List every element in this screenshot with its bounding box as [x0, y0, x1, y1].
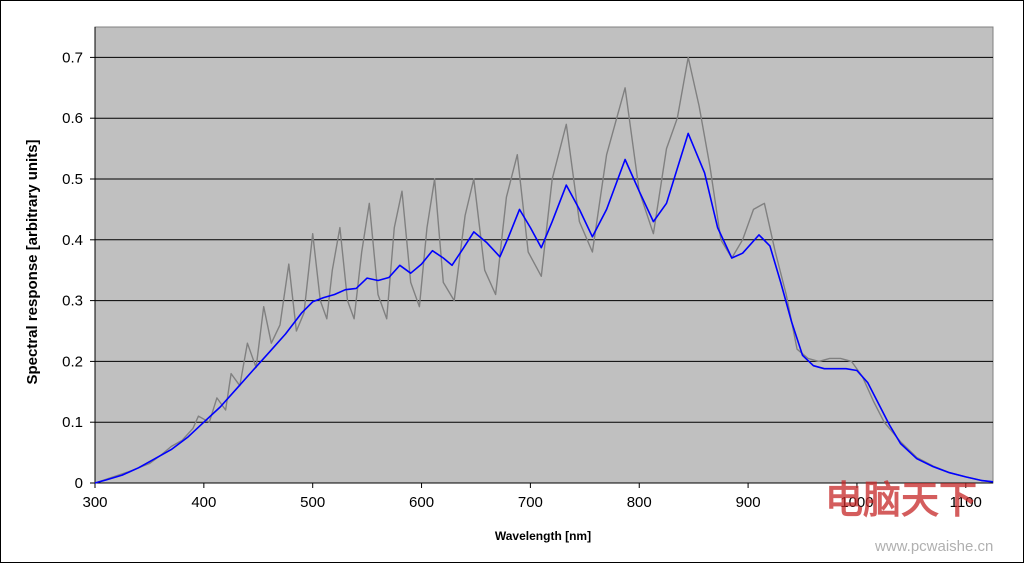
x-tick-label: 1000 [840, 494, 873, 511]
x-tick-label: 900 [736, 494, 761, 511]
x-tick-label: 600 [409, 494, 434, 511]
x-tick-label: 400 [191, 494, 216, 511]
y-axis-ticks: 0 0.1 0.2 0.3 0.4 0.5 0.6 0.7 [62, 27, 96, 492]
y-tick-label: 0 [75, 475, 83, 492]
series-line-blue [94, 132, 994, 484]
y-tick-label: 0.5 [62, 171, 83, 188]
y-tick-label: 0.3 [62, 293, 83, 310]
y-axis-title: Spectral response [arbitrary units] [24, 139, 41, 384]
x-tick-label: 700 [518, 494, 543, 511]
series-line-gray [94, 56, 994, 484]
watermark-url: www.pcwaishe.cn [874, 538, 993, 555]
x-tick-label: 1100 [950, 494, 982, 511]
y-tick-label: 0.2 [62, 353, 83, 370]
x-tick-label: 300 [82, 494, 107, 511]
x-axis-ticks: 300 400 500 600 700 800 900 1000 1100 [82, 482, 993, 511]
x-axis-title: Wavelength [nm] [495, 529, 591, 543]
watermark-logo: 电脑天下 [825, 478, 977, 522]
y-tick-label: 0.7 [62, 49, 83, 66]
x-tick-label: 500 [300, 494, 325, 511]
series-group [94, 56, 994, 484]
y-tick-label: 0.6 [62, 110, 83, 127]
x-tick-label: 800 [627, 494, 652, 511]
y-tick-label: 0.4 [62, 232, 83, 249]
y-tick-label: 0.1 [62, 414, 83, 431]
